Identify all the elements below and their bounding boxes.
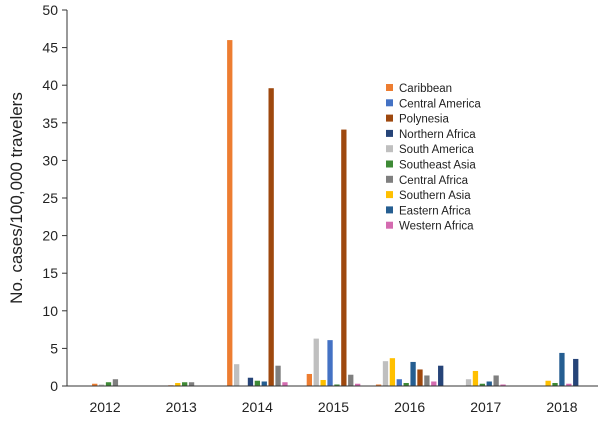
bar-caribbean-2012 xyxy=(92,383,98,386)
legend-swatch xyxy=(386,99,393,107)
bar-central-africa-2014 xyxy=(275,365,281,386)
x-tick-label: 2015 xyxy=(318,399,349,415)
bar-caribbean-2014 xyxy=(227,40,233,386)
bar-southeast-asia-2015 xyxy=(334,384,340,386)
y-tick-label: 5 xyxy=(50,340,58,356)
bar-eastern-africa-2014 xyxy=(261,381,267,386)
legend: Caribbean Central America Polynesia Norther… xyxy=(386,83,481,233)
legend-swatch xyxy=(386,191,393,199)
legend-label: Eastern Africa xyxy=(399,205,471,217)
legend-swatch xyxy=(386,175,393,183)
legend-label: Caribbean xyxy=(399,83,452,95)
bar-eastern-africa-2017 xyxy=(486,381,492,386)
x-tick-label: 2017 xyxy=(470,399,501,415)
bar-southern-asia-2018 xyxy=(545,380,551,386)
bar-central-america-2016 xyxy=(396,379,402,386)
bar-southern-asia-2016 xyxy=(389,358,396,386)
legend-label: Polynesia xyxy=(399,114,449,126)
bar-south-america-2014 xyxy=(234,364,240,386)
bar-southern-asia-2013 xyxy=(175,382,181,386)
bar-central-africa-2016 xyxy=(424,375,430,386)
bar-polynesia-2014 xyxy=(268,88,274,387)
legend-label: South America xyxy=(399,144,474,156)
legend-label: Central Africa xyxy=(399,175,469,187)
y-tick-label: 30 xyxy=(42,152,58,168)
bar-northern-africa-2014 xyxy=(247,377,254,386)
legend-label: Southern Asia xyxy=(399,190,471,202)
bars-group xyxy=(92,40,579,387)
bar-western-africa-2017 xyxy=(500,384,506,386)
y-tick-label: 25 xyxy=(42,190,58,206)
y-tick-label: 20 xyxy=(42,228,58,244)
y-tick-label: 10 xyxy=(42,303,58,319)
y-axis-ticks: 0 5 10 15 20 25 30 35 40 45 50 xyxy=(42,2,67,394)
bar-western-africa-2015 xyxy=(355,383,361,386)
bar-northern-africa-2016 xyxy=(438,365,444,386)
bar-western-africa-2018 xyxy=(566,383,572,386)
bar-caribbean-2015 xyxy=(306,373,312,386)
bar-southern-asia-2017 xyxy=(472,370,479,386)
y-tick-label: 45 xyxy=(42,40,58,56)
y-tick-label: 15 xyxy=(42,265,58,281)
bar-southeast-asia-2013 xyxy=(182,382,188,386)
bar-central-africa-2015 xyxy=(348,374,354,386)
legend-swatch xyxy=(386,114,393,122)
bar-western-africa-2016 xyxy=(431,381,437,386)
x-axis-ticks: 2012 2013 2014 2015 2016 2017 2018 xyxy=(89,399,577,415)
y-tick-label: 40 xyxy=(42,77,58,93)
y-tick-label: 35 xyxy=(42,115,58,131)
bar-polynesia-2015 xyxy=(341,129,347,386)
bar-southeast-asia-2017 xyxy=(479,383,485,386)
bar-southern-asia-2015 xyxy=(320,379,326,386)
bar-southeast-asia-2014 xyxy=(254,380,261,386)
bar-central-africa-2012 xyxy=(112,379,119,386)
legend-label: Central America xyxy=(399,98,481,110)
bar-caribbean-2016 xyxy=(375,384,382,386)
legend-swatch xyxy=(386,221,393,229)
legend-label: Western Africa xyxy=(399,221,474,233)
legend-swatch xyxy=(386,206,393,214)
bar-south-america-2015 xyxy=(313,338,319,386)
bar-south-america-2016 xyxy=(382,361,389,386)
y-tick-label: 50 xyxy=(42,2,58,18)
bar-central-africa-2013 xyxy=(188,382,195,386)
x-tick-label: 2012 xyxy=(89,399,120,415)
bar-central-africa-2017 xyxy=(493,375,499,386)
legend-swatch xyxy=(386,129,393,137)
legend-label: Southeast Asia xyxy=(399,160,476,172)
bar-northern-africa-2018 xyxy=(573,358,579,386)
bar-south-america-2017 xyxy=(465,379,472,386)
y-tick-label: 0 xyxy=(50,378,58,394)
bar-southeast-asia-2018 xyxy=(552,382,558,386)
legend-swatch xyxy=(386,84,393,91)
bar-eastern-africa-2016 xyxy=(410,361,416,386)
bar-eastern-africa-2018 xyxy=(559,352,565,386)
bar-western-africa-2014 xyxy=(282,382,288,386)
x-tick-label: 2013 xyxy=(166,399,197,415)
bar-central-america-2015 xyxy=(327,340,333,386)
legend-swatch xyxy=(386,145,393,153)
y-axis-label: No. cases/100,000 travelers xyxy=(7,92,26,304)
legend-label: Northern Africa xyxy=(399,129,476,141)
bar-southeast-asia-2012 xyxy=(105,382,112,386)
bar-polynesia-2016 xyxy=(417,369,423,386)
bar-southeast-asia-2016 xyxy=(403,382,409,386)
x-tick-label: 2014 xyxy=(242,399,273,415)
bar-south-america-2012 xyxy=(98,384,105,386)
x-tick-label: 2018 xyxy=(546,399,577,415)
x-tick-label: 2016 xyxy=(394,399,425,415)
legend-swatch xyxy=(386,160,393,168)
